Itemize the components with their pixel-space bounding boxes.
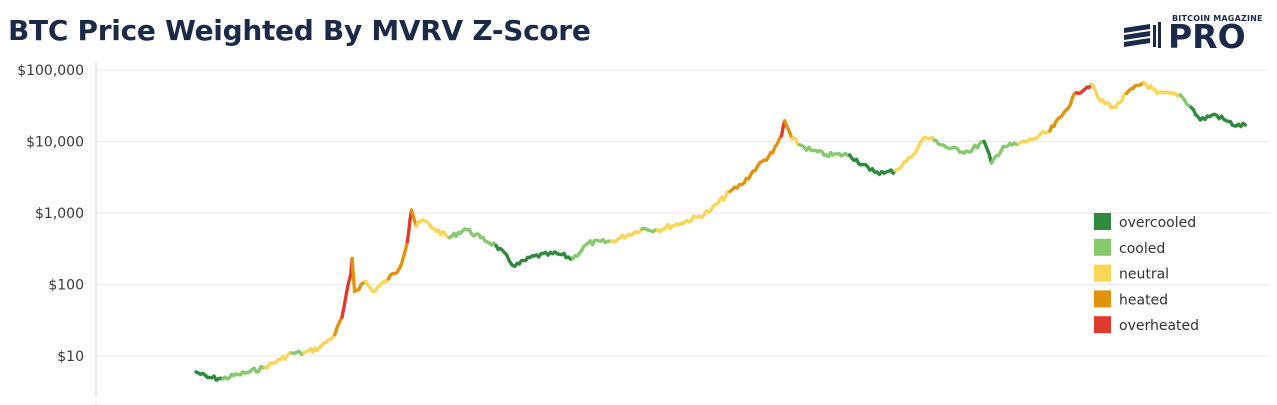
gridlines: [96, 69, 1268, 357]
price-segment-heated: [333, 315, 344, 337]
price-segment-heated: [1048, 113, 1064, 133]
legend-label-overcooled: overcooled: [1119, 215, 1196, 231]
price-segment-heated: [728, 182, 744, 194]
legend-label-heated: heated: [1119, 292, 1168, 308]
y-tick-label: $1,000: [35, 206, 84, 222]
price-segment-heated: [740, 164, 760, 187]
price-segment-cooled: [571, 241, 590, 261]
logo-big-text: PRO: [1168, 17, 1246, 56]
price-segment-neutral: [655, 221, 683, 234]
price-segment-cooled: [1178, 93, 1193, 110]
price-segment-cooled: [221, 372, 240, 381]
price-segment-heated: [782, 119, 794, 141]
price-segment-overcooled: [513, 254, 536, 268]
price-segment-neutral: [263, 357, 283, 370]
y-tick-label: $100,000: [17, 63, 84, 79]
legend-label-cooled: cooled: [1119, 241, 1165, 257]
price-segment-cooled: [932, 138, 952, 151]
price-segment-heated: [352, 279, 367, 294]
price-segment-cooled: [290, 349, 306, 357]
price-segment-overcooled: [982, 139, 994, 165]
price-segment-cooled: [809, 148, 829, 158]
legend-label-neutral: neutral: [1119, 267, 1169, 283]
price-segment-overheated: [340, 272, 353, 319]
y-tick-label: $100: [48, 278, 84, 294]
price-segment-heated: [1124, 80, 1146, 96]
logo-small-text: BITCOIN MAGAZINE: [1172, 14, 1263, 23]
price-segment-cooled: [947, 145, 971, 155]
price-segment-cooled: [1001, 141, 1021, 149]
price-segment-cooled: [640, 226, 660, 234]
price-segment-overcooled: [1189, 105, 1202, 122]
price-segment-cooled: [479, 235, 498, 248]
price-segment-neutral: [371, 277, 391, 294]
legend-swatch-heated: [1094, 290, 1111, 308]
price-segment-overcooled: [194, 370, 210, 380]
price-segment-neutral: [909, 135, 927, 160]
price-segment-cooled: [586, 238, 614, 247]
y-axis: $10 $100 $1,000 $10,000 $100,000: [17, 62, 97, 405]
price-segment-neutral: [1098, 97, 1118, 110]
price-segment-overcooled: [1198, 112, 1217, 122]
price-segment-overheated: [405, 218, 412, 244]
price-segment-heated: [350, 256, 357, 294]
price-segment-neutral: [302, 346, 321, 355]
price-segment-overcooled: [494, 243, 517, 268]
price-segment-neutral: [1114, 91, 1129, 110]
price-segment-neutral: [317, 332, 337, 350]
price-segment-cooled: [966, 139, 986, 154]
price-segment-neutral: [1017, 136, 1037, 146]
price-segment-heated: [771, 134, 784, 155]
price-segment-cooled: [824, 150, 852, 159]
price-segment-cooled: [447, 227, 467, 240]
price-segment-neutral: [421, 218, 436, 231]
price-segment-neutral: [1089, 82, 1102, 103]
price-segment-overcooled: [1212, 112, 1228, 123]
price-segment-heated: [397, 239, 410, 270]
price-segment-heated: [755, 150, 775, 168]
price-segment-overcooled: [205, 374, 225, 382]
price-segment-cooled: [248, 364, 267, 374]
price-segment-neutral: [679, 214, 702, 226]
price-segment-neutral: [1032, 129, 1052, 141]
price-segment-cooled: [989, 144, 1005, 165]
y-tick-label: $10: [57, 349, 84, 365]
price-segment-neutral: [363, 279, 375, 294]
legend-swatch-neutral: [1094, 264, 1111, 282]
price-segment-neutral: [432, 227, 452, 240]
price-segment-neutral: [893, 155, 913, 173]
y-tick-label: $10,000: [26, 135, 84, 151]
bitcoin-magazine-pro-logo: BITCOIN MAGAZINE PRO: [1124, 14, 1274, 58]
price-segment-neutral: [278, 351, 294, 361]
price-segment-heated: [386, 266, 402, 281]
price-segment-overcooled: [555, 251, 575, 261]
price-segment-overcooled: [532, 250, 559, 259]
chart-title: BTC Price Weighted By MVRV Z-Score: [8, 14, 591, 47]
price-segment-neutral: [923, 135, 936, 142]
price-segment-neutral: [1155, 90, 1182, 98]
price-segment-neutral: [709, 189, 732, 212]
price-segment-cooled: [463, 227, 483, 240]
price-segment-heated: [409, 208, 418, 229]
price-segment-neutral: [698, 208, 713, 220]
legend-swatch-overheated: [1094, 316, 1111, 334]
legend: overcooled cooled neutral heated overheated: [1094, 213, 1199, 334]
price-segment-neutral: [1142, 80, 1160, 96]
price-segment-neutral: [609, 227, 644, 244]
price-segment-cooled: [798, 143, 813, 153]
price-segment-overcooled: [868, 167, 886, 177]
price-segment-heated: [1060, 91, 1079, 118]
legend-swatch-overcooled: [1094, 213, 1111, 230]
legend-swatch-cooled: [1094, 238, 1111, 256]
price-segment-overcooled: [1234, 121, 1247, 129]
price-segment-overheated: [1074, 82, 1093, 95]
price-segment-overcooled: [882, 168, 898, 175]
legend-label-overheated: overheated: [1119, 318, 1199, 334]
price-segment-overcooled: [848, 153, 872, 172]
logo-mark-icon: [1124, 22, 1161, 48]
price-segment-cooled: [236, 370, 252, 377]
price-line: [194, 80, 1247, 382]
